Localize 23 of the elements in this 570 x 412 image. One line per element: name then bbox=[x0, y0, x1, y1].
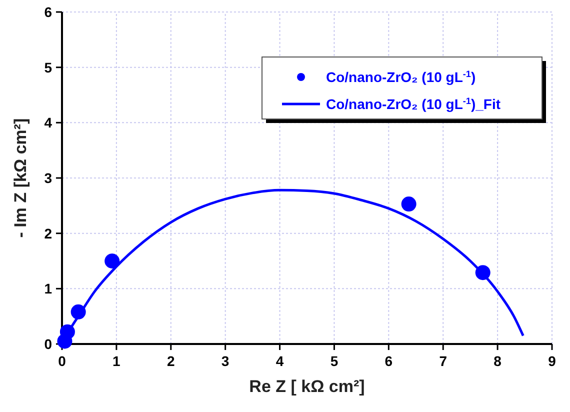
x-tick-label: 5 bbox=[330, 353, 338, 369]
legend-label: Co/nano-ZrO₂ (10 gL$^{-1}$) bbox=[326, 69, 476, 85]
point bbox=[401, 196, 416, 212]
x-tick-label: 1 bbox=[112, 353, 121, 369]
x-tick-label: 4 bbox=[276, 353, 284, 369]
legend-label: Co/nano-ZrO₂ (10 gL$^{-1}$)_Fit bbox=[326, 96, 501, 112]
x-tick-label: 0 bbox=[58, 353, 66, 369]
y-axis-title: - Im Z [kΩ cm²] bbox=[11, 118, 30, 238]
y-tick-label: 5 bbox=[44, 59, 52, 76]
y-tick-label: 4 bbox=[44, 114, 52, 131]
point bbox=[104, 254, 120, 268]
y-tick-label: 2 bbox=[44, 225, 52, 242]
x-tick-label: 3 bbox=[221, 353, 230, 369]
x-tick-label: 9 bbox=[548, 353, 556, 369]
y-tick-label: 0 bbox=[44, 336, 52, 352]
x-tick-label: 6 bbox=[384, 353, 393, 369]
x-tick-label: 2 bbox=[166, 353, 175, 369]
x-tick-label: 7 bbox=[439, 353, 448, 369]
y-tick-label: 3 bbox=[44, 170, 52, 186]
y-tick-label: 1 bbox=[44, 280, 52, 297]
x-axis-title: Re Z [ kΩ cm²] bbox=[249, 377, 365, 396]
y-tick-label: 6 bbox=[44, 4, 52, 20]
x-tick-label: 8 bbox=[494, 353, 502, 369]
